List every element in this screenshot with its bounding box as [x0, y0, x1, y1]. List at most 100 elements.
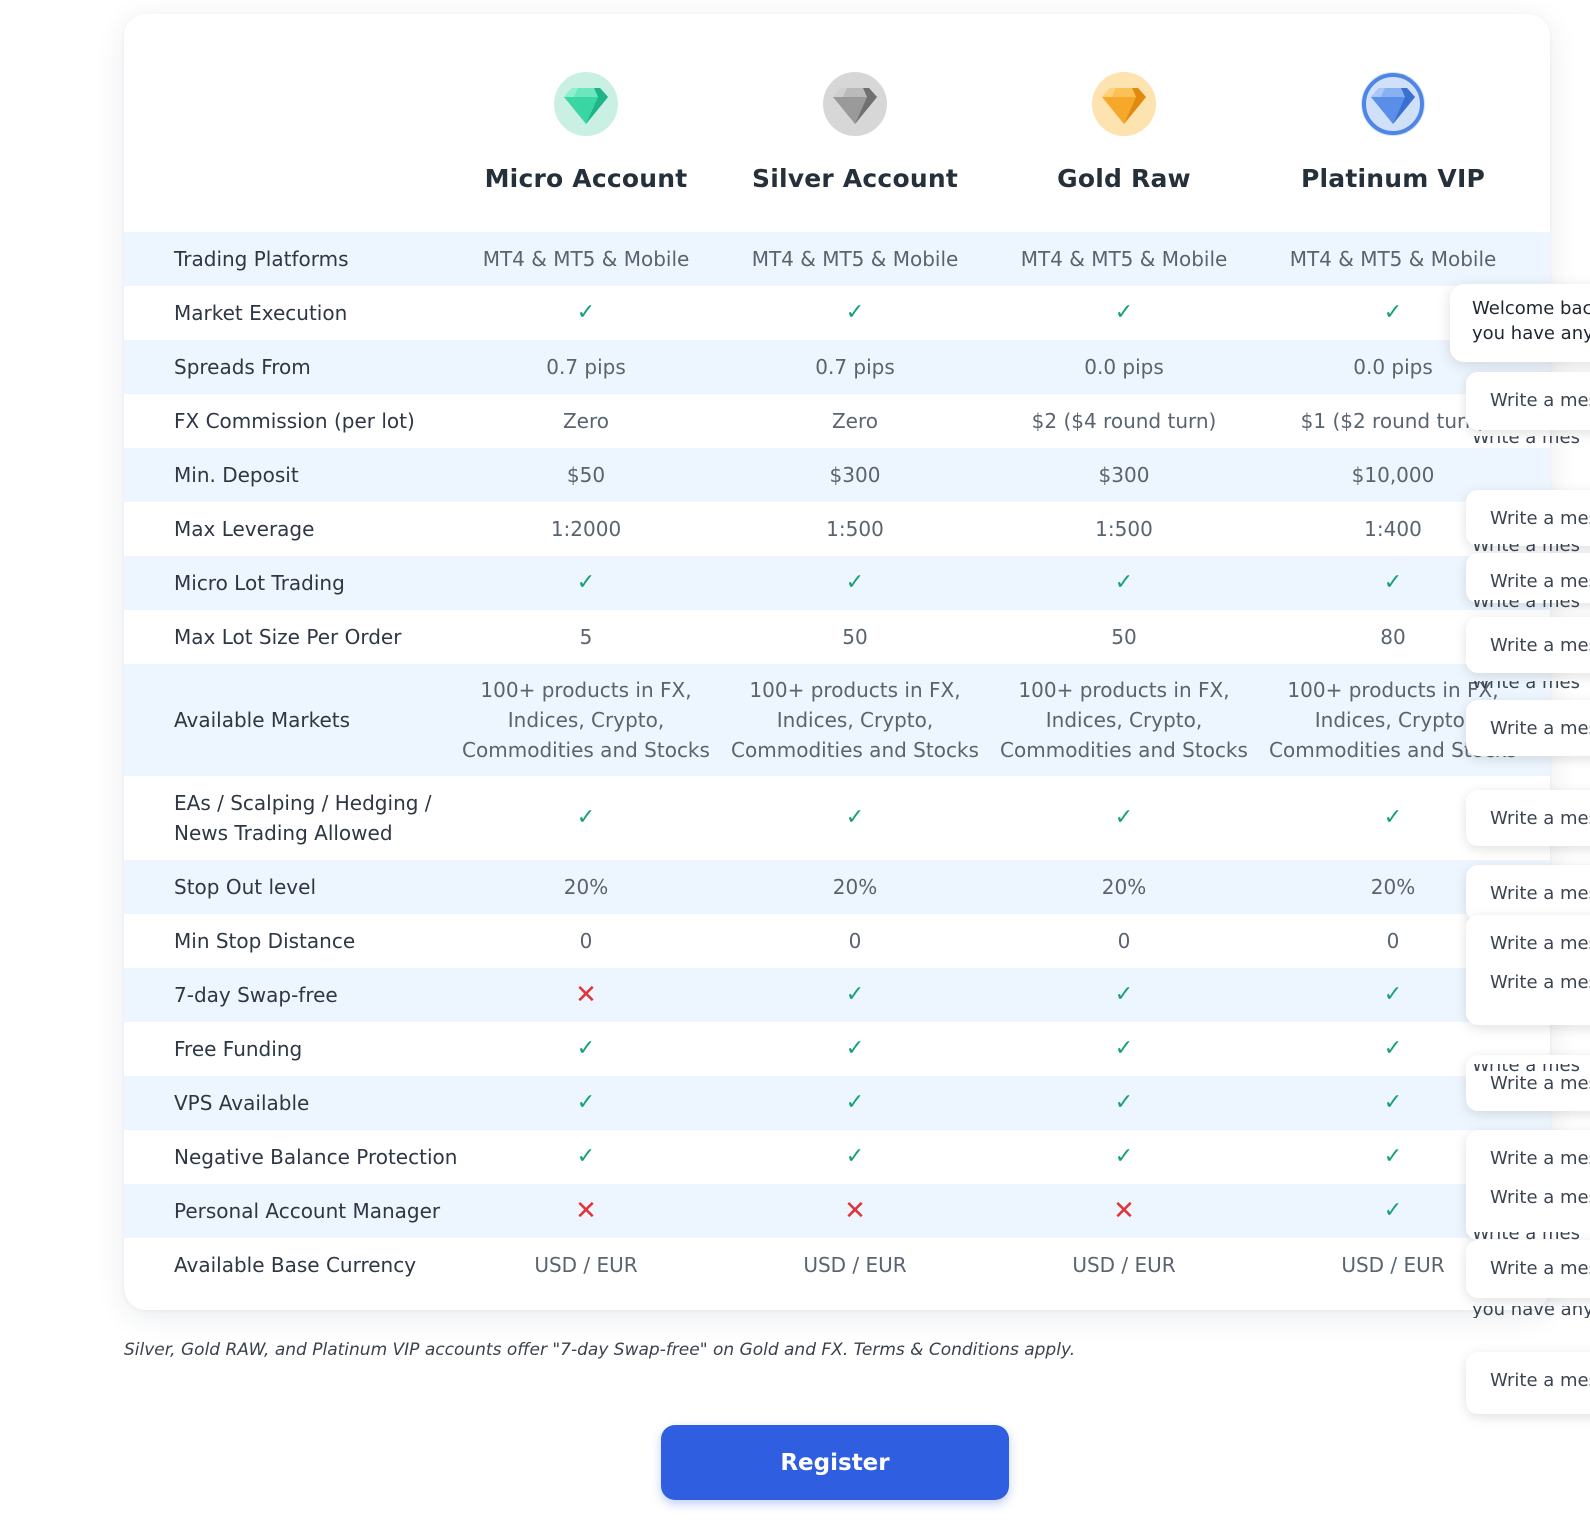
chat-message-input[interactable]: Write a mes: [1466, 790, 1590, 846]
row-label: EAs / Scalping / Hedging / News Trading …: [174, 791, 432, 845]
table-row: Personal Account Manager ✕ ✕ ✕ ✓: [124, 1184, 1550, 1238]
plan-header-1: Micro Account: [451, 14, 721, 232]
cross-icon: ✕: [575, 980, 597, 1010]
table-cell: ✓: [730, 968, 980, 1022]
cell-value: 100+ products in FX, Indices, Crypto, Co…: [731, 678, 979, 762]
table-cell: ✓: [1268, 1022, 1518, 1076]
table-cell: 0: [999, 914, 1249, 968]
table-row: Spreads From 0.7 pips 0.7 pips 0.0 pips 0.0 …: [124, 340, 1550, 394]
chat-message-input[interactable]: Write a mes: [1466, 1055, 1590, 1111]
silver-diamond-icon: [823, 72, 887, 136]
row-label: Min. Deposit: [174, 463, 299, 487]
chat-message-input[interactable]: Write a mes: [1466, 865, 1590, 921]
chat-message-input[interactable]: Write a mes: [1466, 372, 1590, 430]
check-icon: ✓: [576, 1036, 596, 1061]
table-row: 7-day Swap-free ✕ ✓ ✓ ✓: [124, 968, 1550, 1022]
cell-value: 0: [579, 929, 593, 953]
check-icon: ✓: [1114, 1090, 1134, 1115]
plan-header-3: Gold Raw: [989, 14, 1259, 232]
cell-value: 50: [842, 625, 868, 649]
row-label: VPS Available: [174, 1091, 310, 1115]
table-cell: 1:500: [999, 502, 1249, 556]
cell-value: 0: [1386, 929, 1400, 953]
check-icon: ✓: [1114, 300, 1134, 325]
table-cell: ✓: [999, 1076, 1249, 1130]
chat-welcome-message: Welcome bac you have any: [1450, 284, 1590, 362]
table-cell: 0.7 pips: [730, 340, 980, 394]
chat-ghost-text: Write a mes: [1472, 436, 1580, 448]
cell-value: USD / EUR: [534, 1253, 638, 1277]
chat-message-input[interactable]: Write a mes: [1466, 1240, 1590, 1298]
row-label: Trading Platforms: [174, 247, 349, 271]
table-cell: ✓: [461, 1022, 711, 1076]
cell-value: USD / EUR: [803, 1253, 907, 1277]
check-icon: ✓: [1114, 1144, 1134, 1169]
cell-value: 0: [1117, 929, 1131, 953]
table-cell: 0: [461, 914, 711, 968]
chat-ghost-text: Write a mes: [1472, 600, 1580, 612]
check-icon: ✓: [1383, 805, 1403, 830]
plan-header-2: Silver Account: [720, 14, 990, 232]
cell-value: MT4 & MT5 & Mobile: [1289, 247, 1497, 271]
chat-message-input[interactable]: Write a mes: [1466, 490, 1590, 546]
cell-value: $10,000: [1351, 463, 1435, 487]
check-icon: ✓: [845, 805, 865, 830]
cell-value: $300: [1098, 463, 1150, 487]
cell-value: 1:400: [1364, 517, 1422, 541]
chat-input-placeholder: Write a mes: [1490, 808, 1590, 829]
cell-value: $50: [566, 463, 606, 487]
table-row: Max Leverage 1:2000 1:500 1:500 1:400: [124, 502, 1550, 556]
cell-value: 1:500: [826, 517, 884, 541]
table-cell: ✓: [730, 1076, 980, 1130]
row-label: Negative Balance Protection: [174, 1145, 458, 1169]
table-cell: ✓: [461, 1130, 711, 1184]
check-icon: ✓: [845, 1036, 865, 1061]
chat-message-input[interactable]: Write a mes: [1466, 617, 1590, 673]
table-cell: ✓: [1268, 1130, 1518, 1184]
cell-value: 0: [848, 929, 862, 953]
cell-value: USD / EUR: [1072, 1253, 1176, 1277]
register-button[interactable]: Register: [661, 1425, 1009, 1500]
chat-message-input[interactable]: Write a mes: [1466, 553, 1590, 603]
table-cell: Zero: [730, 394, 980, 448]
cell-value: 0.7 pips: [815, 355, 895, 379]
cell-value: USD / EUR: [1341, 1253, 1445, 1277]
table-cell: ✕: [461, 968, 711, 1022]
table-row: Min. Deposit $50 $300 $300 $10,000: [124, 448, 1550, 502]
chat-input-placeholder: Write a mes: [1490, 883, 1590, 904]
table-cell: 20%: [1268, 860, 1518, 914]
chat-ghost-text: Write a mes: [1472, 1232, 1580, 1244]
table-row: Micro Lot Trading ✓ ✓ ✓ ✓: [124, 556, 1550, 610]
check-icon: ✓: [1383, 1198, 1403, 1223]
table-cell: 0.0 pips: [999, 340, 1249, 394]
table-row: Stop Out level 20% 20% 20% 20%: [124, 860, 1550, 914]
chat-message-input[interactable]: Write a mes: [1466, 1352, 1590, 1414]
table-cell: 100+ products in FX, Indices, Crypto, Co…: [730, 664, 980, 776]
check-icon: ✓: [576, 300, 596, 325]
cell-value: 20%: [832, 875, 878, 899]
cell-value: 20%: [563, 875, 609, 899]
plan-header-4: Platinum VIP: [1258, 14, 1528, 232]
table-cell: Zero: [461, 394, 711, 448]
cell-value: 0.7 pips: [546, 355, 626, 379]
check-icon: ✓: [1383, 1036, 1403, 1061]
table-cell: 50: [999, 610, 1249, 664]
table-row: Market Execution ✓ ✓ ✓ ✓: [124, 286, 1550, 340]
cell-value: 0.0 pips: [1353, 355, 1433, 379]
table-cell: $1 ($2 round turn): [1268, 394, 1518, 448]
table-row: VPS Available ✓ ✓ ✓ ✓: [124, 1076, 1550, 1130]
chat-input-placeholder: Write a mes: [1490, 508, 1590, 529]
cell-value: 100+ products in FX, Indices, Crypto, Co…: [1000, 678, 1248, 762]
table-cell: ✓: [1268, 968, 1518, 1022]
check-icon: ✓: [1114, 982, 1134, 1007]
check-icon: ✓: [1114, 1036, 1134, 1061]
table-cell: 20%: [730, 860, 980, 914]
table-cell: 0: [1268, 914, 1518, 968]
row-label: Max Leverage: [174, 517, 315, 541]
chat-message-input[interactable]: Write a mes: [1466, 700, 1590, 756]
table-cell: ✓: [730, 556, 980, 610]
table-cell: ✓: [730, 776, 980, 860]
chat-message-input[interactable]: Write a mes Write a mes: [1466, 915, 1590, 1025]
chat-ghost-text: Write a mes: [1472, 1064, 1580, 1076]
chat-message-input[interactable]: Write a mes Write a mes: [1466, 1130, 1590, 1240]
